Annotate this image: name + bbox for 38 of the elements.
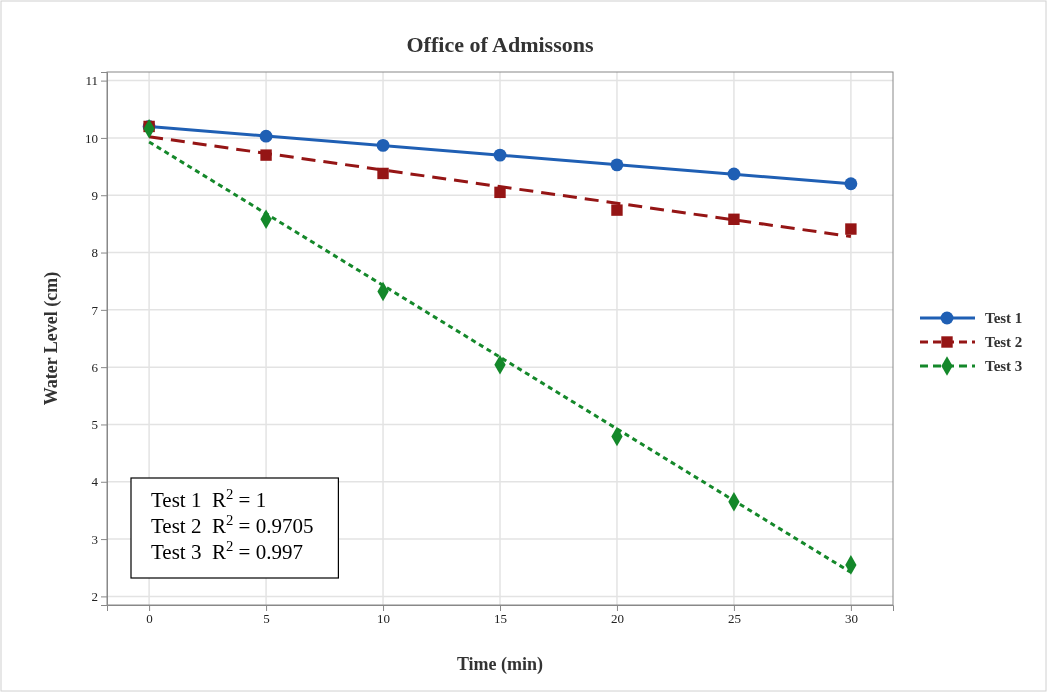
legend-label: Test 3 [985,358,1023,374]
y-tick-label: 11 [85,73,98,89]
x-tick-label: 5 [263,611,270,627]
point [611,204,623,216]
legend-label: Test 1 [985,310,1023,326]
annotation: Test 2 R$^{2}$ = 0.9705 [151,512,314,538]
point [494,186,506,199]
y-tick-label: 5 [91,417,98,433]
y-tick-label: 9 [91,187,98,203]
annotation: Test 1 R$^{2}$ = 1 [151,486,267,512]
x-tick-label: 20 [610,611,624,627]
y-tick-label: 6 [91,359,99,375]
point [493,148,507,162]
x-tick-label: 30 [844,611,858,627]
y-tick-label: 7 [91,302,99,318]
x-tick-label: 10 [377,611,391,627]
point [260,149,272,161]
chart-title: Office of Admissons [406,32,594,57]
point [610,158,624,172]
x-tick-label: 0 [146,611,153,627]
y-tick-label: 8 [91,245,98,261]
legend-label: Test 2 [985,334,1023,350]
point [377,167,389,180]
point [728,213,740,225]
point [376,138,390,152]
y-tick-label: 2 [91,589,98,605]
y-tick-label: 3 [91,531,98,547]
y-axis-title: Water Level (cm) [41,271,62,406]
point [845,223,857,235]
point [259,129,273,143]
y-tick-label: 4 [91,474,99,490]
x-tick-label: 25 [727,611,741,627]
annotation: Test 3 R$^{2}$ = 0.997 [151,538,303,564]
y-tick-label: 10 [85,130,98,146]
x-tick-label: 15 [494,611,507,627]
point [844,177,858,191]
x-axis-title: Time (min) [456,654,544,675]
point [727,167,741,181]
